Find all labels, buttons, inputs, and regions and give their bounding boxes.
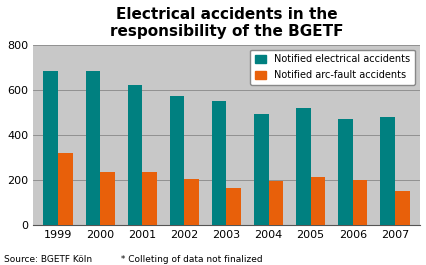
Bar	[253, 114, 268, 225]
Bar	[211, 101, 226, 225]
Bar	[169, 96, 184, 225]
Title: Electrical accidents in the
responsibility of the BGETF: Electrical accidents in the responsibili…	[109, 7, 343, 39]
Bar	[58, 153, 73, 225]
Bar	[268, 181, 282, 225]
Bar	[352, 180, 367, 225]
Bar	[226, 188, 241, 225]
Bar	[379, 117, 394, 225]
Bar	[100, 172, 115, 225]
Bar	[184, 179, 199, 225]
Bar	[127, 85, 142, 225]
Bar	[310, 177, 325, 225]
Legend: Notified electrical accidents, Notified arc-fault accidents: Notified electrical accidents, Notified …	[249, 50, 414, 85]
Bar	[337, 119, 352, 225]
Bar	[142, 172, 157, 225]
Bar	[85, 70, 100, 225]
Bar	[295, 108, 310, 225]
Bar	[394, 191, 409, 225]
Text: Source: BGETF Köln          * Colleting of data not finalized: Source: BGETF Köln * Colleting of data n…	[4, 255, 262, 264]
Bar	[43, 70, 58, 225]
